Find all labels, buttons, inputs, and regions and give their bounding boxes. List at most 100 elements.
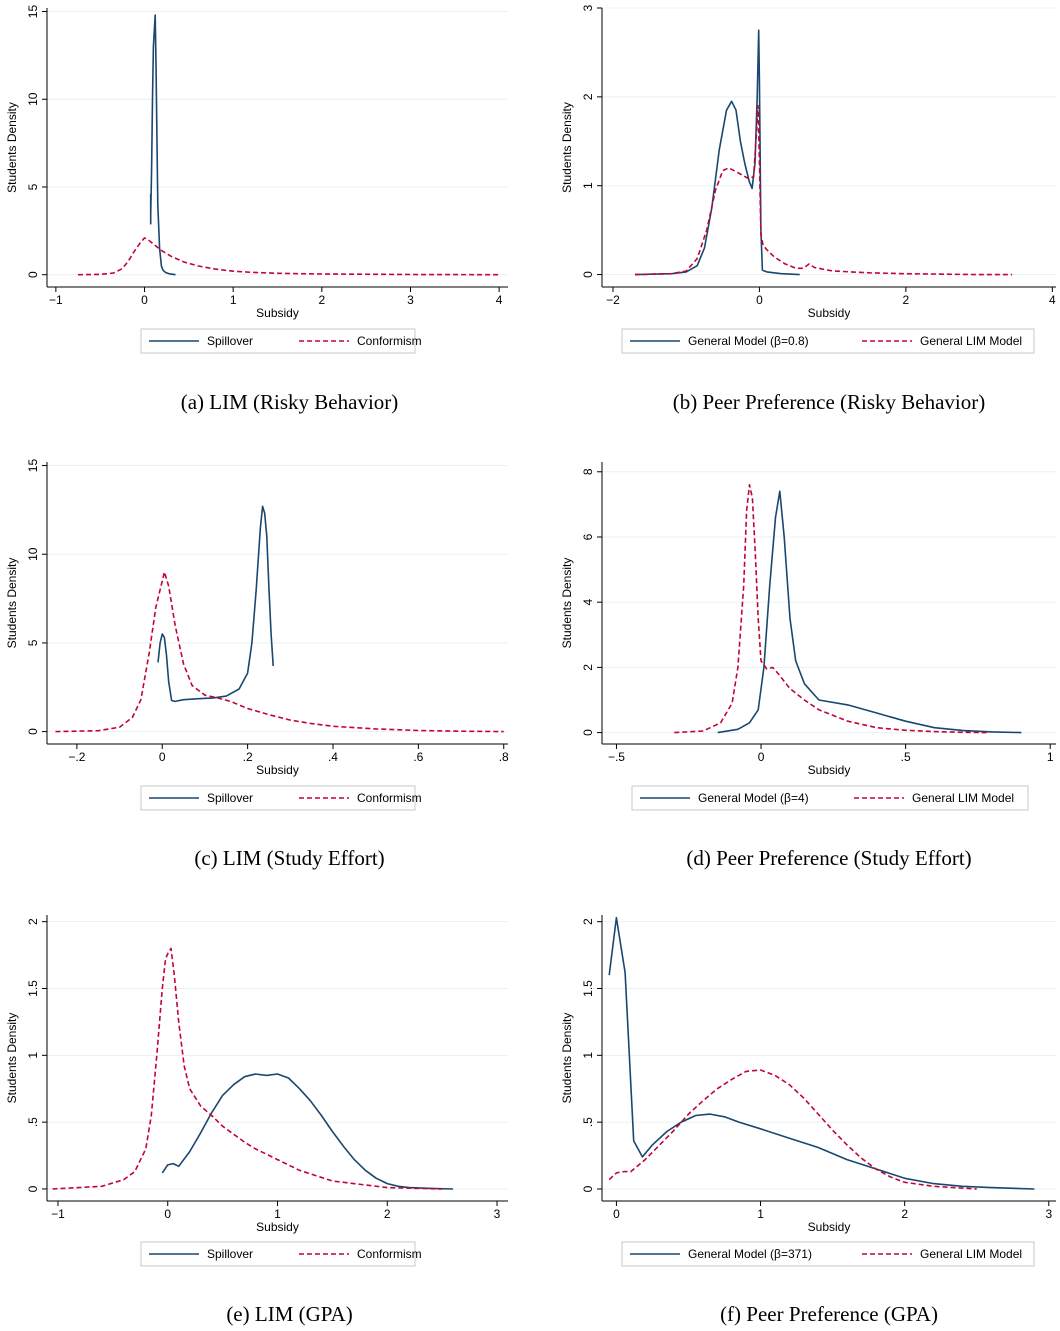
y-tick-label: 2 xyxy=(26,918,40,925)
series-line-0 xyxy=(149,14,176,276)
x-tick-label: .6 xyxy=(413,750,423,764)
y-tick-label: 5 xyxy=(26,183,40,190)
series-line-0 xyxy=(634,29,800,276)
y-tick-label: 0 xyxy=(581,729,595,736)
legend-label: Conformism xyxy=(357,334,422,348)
panel-caption: (d) Peer Preference (Study Effort) xyxy=(686,846,971,870)
x-tick-label: 0 xyxy=(164,1207,171,1221)
chart-panel-1: −2 0 2 4 0 1 2 3 Subsidy Students Density General … xyxy=(560,4,1056,414)
y-tick-label: 10 xyxy=(26,547,40,561)
y-tick-label: 2 xyxy=(581,918,595,925)
legend-label: Spillover xyxy=(207,1247,253,1261)
legend-label: General LIM Model xyxy=(912,791,1014,805)
y-axis-title: Students Density xyxy=(560,102,574,193)
y-tick-label: 15 xyxy=(26,5,40,19)
legend: Spillover Conformism xyxy=(140,785,422,811)
x-tick-label: 0 xyxy=(756,293,763,307)
y-tick-label: 15 xyxy=(26,459,40,473)
y-tick-label: 2 xyxy=(581,664,595,671)
x-tick-label: .2 xyxy=(243,750,253,764)
legend-label: General LIM Model xyxy=(920,334,1022,348)
y-tick-label: 4 xyxy=(581,599,595,606)
y-tick-label: 10 xyxy=(26,92,40,106)
series-line-0 xyxy=(161,1073,454,1190)
chart-panel-3: −.5 0 .5 1 0 2 4 6 8 Subsidy Students Density Gener… xyxy=(560,462,1056,870)
y-tick-label: 0 xyxy=(26,728,40,735)
legend-box xyxy=(631,785,1029,811)
y-tick-label: 0 xyxy=(26,1185,40,1192)
x-tick-label: 1 xyxy=(1047,750,1054,764)
legend: Spillover Conformism xyxy=(140,1241,422,1267)
x-tick-label: −2 xyxy=(606,293,620,307)
x-tick-label: 3 xyxy=(494,1207,501,1221)
panel-caption: (b) Peer Preference (Risky Behavior) xyxy=(673,390,986,414)
panel-caption: (f) Peer Preference (GPA) xyxy=(720,1302,938,1326)
y-axis-title: Students Density xyxy=(560,558,574,649)
x-tick-label: 1 xyxy=(274,1207,281,1221)
x-tick-label: .5 xyxy=(901,750,911,764)
x-tick-label: −.5 xyxy=(608,750,625,764)
chart-panel-4: −1 0 1 2 3 0 .5 1 1.5 2 Subsidy Students Density Spi… xyxy=(5,915,508,1326)
x-tick-label: 0 xyxy=(758,750,765,764)
chart-panel-5: 0 1 2 3 0 .5 1 1.5 2 Subsidy Students Density Gener… xyxy=(560,915,1056,1326)
series-line-0 xyxy=(608,916,1035,1190)
y-tick-label: 1.5 xyxy=(26,980,40,997)
legend: General Model (β=4) General LIM Model xyxy=(631,785,1029,811)
x-axis-title: Subsidy xyxy=(256,763,299,777)
y-tick-label: 0 xyxy=(581,1185,595,1192)
legend-label: Conformism xyxy=(357,791,422,805)
legend: Spillover Conformism xyxy=(140,328,422,354)
series-line-1 xyxy=(674,483,987,734)
x-tick-label: 1 xyxy=(230,293,237,307)
x-tick-label: 4 xyxy=(1049,293,1056,307)
legend: General Model (β=0.8) General LIM Model xyxy=(621,328,1035,354)
y-axis-title: Students Density xyxy=(5,1013,19,1104)
legend-box xyxy=(621,328,1035,354)
legend-label: Spillover xyxy=(207,791,253,805)
legend-label: General LIM Model xyxy=(920,1247,1022,1261)
panel-caption: (a) LIM (Risky Behavior) xyxy=(181,390,399,414)
x-axis-title: Subsidy xyxy=(256,306,299,320)
x-tick-label: 2 xyxy=(318,293,325,307)
x-tick-label: 3 xyxy=(1045,1207,1052,1221)
series-line-1 xyxy=(55,571,504,733)
y-tick-label: 1.5 xyxy=(581,980,595,997)
x-tick-label: 3 xyxy=(407,293,414,307)
y-tick-label: 8 xyxy=(581,468,595,475)
x-axis-title: Subsidy xyxy=(256,1220,299,1234)
x-tick-label: 2 xyxy=(901,1207,908,1221)
x-tick-label: 2 xyxy=(384,1207,391,1221)
x-axis-title: Subsidy xyxy=(808,763,851,777)
series-line-1 xyxy=(77,237,500,276)
chart-panel-2: −.2 0 .2 .4 .6 .8 0 5 10 15 Subsidy Students Densit… xyxy=(5,459,509,870)
legend-label: General Model (β=371) xyxy=(688,1247,812,1261)
legend-box xyxy=(621,1241,1035,1267)
y-tick-label: 0 xyxy=(26,271,40,278)
y-tick-label: .5 xyxy=(26,1117,40,1127)
series-line-1 xyxy=(634,104,1013,276)
x-tick-label: .4 xyxy=(328,750,338,764)
series-line-0 xyxy=(157,505,274,703)
series-line-0 xyxy=(717,490,1022,734)
panel-caption: (e) LIM (GPA) xyxy=(226,1302,352,1326)
x-tick-label: 0 xyxy=(159,750,166,764)
panel-caption: (c) LIM (Study Effort) xyxy=(194,846,384,870)
y-tick-label: 2 xyxy=(581,93,595,100)
x-tick-label: −1 xyxy=(51,1207,65,1221)
legend-label: General Model (β=0.8) xyxy=(688,334,809,348)
x-tick-label: 4 xyxy=(496,293,503,307)
x-tick-label: −.2 xyxy=(68,750,85,764)
x-axis-title: Subsidy xyxy=(808,1220,851,1234)
legend-label: General Model (β=4) xyxy=(698,791,809,805)
legend-label: Spillover xyxy=(207,334,253,348)
legend-label: Conformism xyxy=(357,1247,422,1261)
y-axis-title: Students Density xyxy=(5,558,19,649)
legend: General Model (β=371) General LIM Model xyxy=(621,1241,1035,1267)
y-tick-label: 3 xyxy=(581,4,595,11)
x-tick-label: 0 xyxy=(613,1207,620,1221)
x-tick-label: 2 xyxy=(903,293,910,307)
y-axis-title: Students Density xyxy=(5,102,19,193)
y-axis-title: Students Density xyxy=(560,1013,574,1104)
y-tick-label: 6 xyxy=(581,533,595,540)
